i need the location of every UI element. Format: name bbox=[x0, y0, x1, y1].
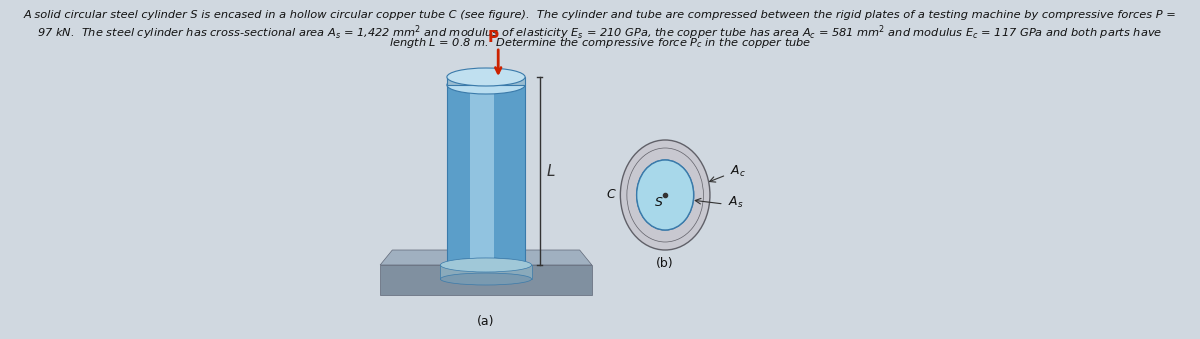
Circle shape bbox=[626, 148, 703, 242]
Text: S: S bbox=[655, 197, 662, 210]
Text: C: C bbox=[607, 188, 616, 201]
Polygon shape bbox=[380, 250, 592, 265]
Text: P: P bbox=[487, 30, 499, 45]
Circle shape bbox=[637, 160, 694, 230]
Circle shape bbox=[620, 140, 710, 250]
Text: 97 kN.  The steel cylinder has cross-sectional area $A_s$ = 1,422 mm$^2$ and mod: 97 kN. The steel cylinder has cross-sect… bbox=[37, 23, 1163, 42]
Polygon shape bbox=[440, 265, 532, 279]
Circle shape bbox=[637, 160, 694, 230]
Text: L: L bbox=[546, 163, 554, 179]
Text: (a): (a) bbox=[478, 315, 494, 328]
Ellipse shape bbox=[446, 258, 526, 272]
Ellipse shape bbox=[440, 258, 532, 272]
Polygon shape bbox=[469, 85, 494, 265]
Text: A solid circular steel cylinder S is encased in a hollow circular copper tube C : A solid circular steel cylinder S is enc… bbox=[24, 10, 1176, 20]
Polygon shape bbox=[446, 77, 526, 85]
Ellipse shape bbox=[440, 273, 532, 285]
Ellipse shape bbox=[446, 76, 526, 94]
Ellipse shape bbox=[446, 68, 526, 86]
Polygon shape bbox=[380, 265, 592, 295]
Text: $A_s$: $A_s$ bbox=[728, 195, 744, 210]
Text: (b): (b) bbox=[656, 257, 674, 270]
Text: $A_c$: $A_c$ bbox=[731, 163, 746, 179]
Text: length L = 0.8 m.  Determine the compressive force $P_c$ in the copper tube: length L = 0.8 m. Determine the compress… bbox=[389, 36, 811, 50]
Polygon shape bbox=[446, 85, 526, 265]
